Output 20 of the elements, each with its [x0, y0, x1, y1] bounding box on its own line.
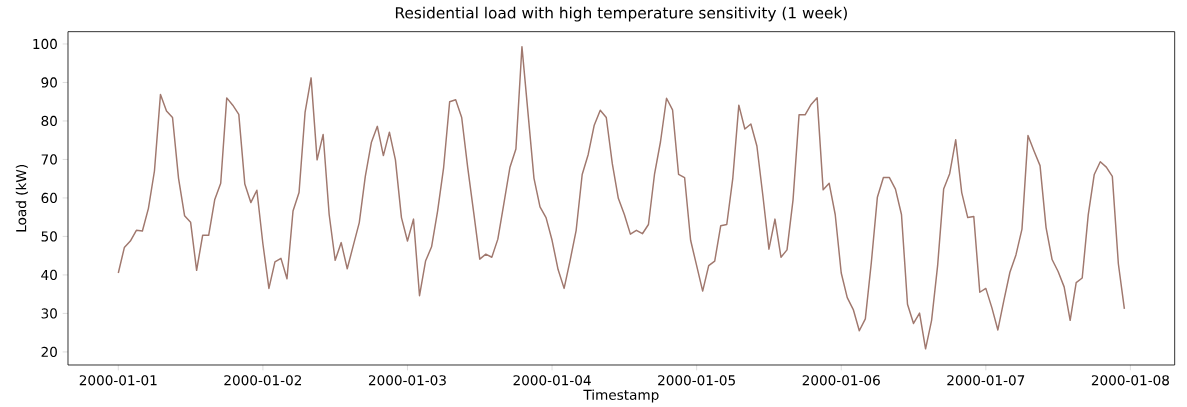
y-tick-label: 80	[41, 115, 57, 127]
y-tick-label: 50	[41, 231, 57, 242]
x-tick-label: 2000-01-05	[658, 375, 735, 386]
chart-title: Residential load with high temperature sensitivity (1 week)	[395, 6, 847, 22]
y-tick-label: 70	[41, 154, 57, 165]
x-tick-label: 2000-01-02	[224, 375, 302, 386]
x-tick-label: 2000-01-06	[802, 375, 880, 386]
y-axis-title: Load (kW)	[15, 165, 28, 232]
x-tick-label: 2000-01-07	[947, 375, 1025, 386]
x-tick-label: 2000-01-03	[368, 375, 446, 386]
y-tick-label: 30	[41, 308, 57, 319]
y-tick-label: 40	[41, 269, 57, 281]
x-tick-label: 2000-01-04	[513, 375, 591, 386]
y-tick-label: 100	[33, 38, 57, 50]
y-tick-label: 90	[41, 77, 57, 88]
y-tick-label: 20	[41, 346, 57, 357]
x-tick-label: 2000-01-08	[1091, 375, 1169, 386]
x-tick-label: 2000-01-01	[79, 375, 157, 386]
x-axis-title: Timestamp	[583, 389, 659, 403]
y-tick-label: 60	[41, 192, 57, 204]
